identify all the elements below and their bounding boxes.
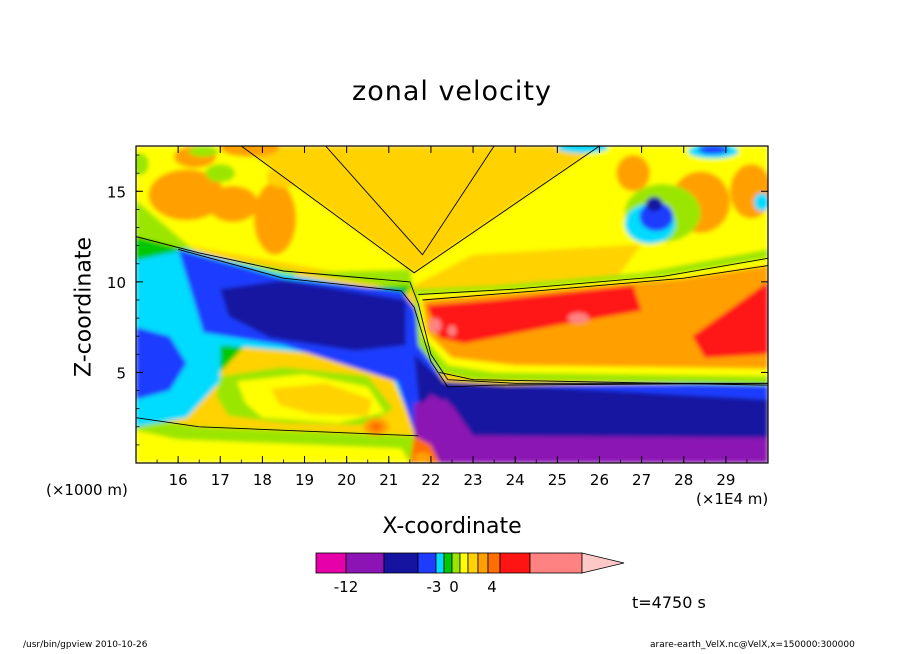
contour-lines (136, 146, 768, 437)
contour-line (136, 417, 419, 437)
field-region (692, 281, 768, 358)
colorbar-swatch (417, 552, 437, 574)
field-region (270, 383, 372, 416)
colorbar-swatch (459, 552, 469, 574)
colorbar-tick-label: 4 (487, 578, 497, 596)
colorbar-arrow (581, 552, 625, 574)
field-layers (136, 146, 768, 463)
colorbar-tick-label: -3 (427, 578, 442, 596)
field-region (136, 327, 187, 400)
colorbar-swatch (435, 552, 445, 574)
contour-line (241, 146, 600, 274)
field-blob (188, 146, 219, 157)
field-blob (414, 452, 431, 463)
colorbar-tick-label: -12 (334, 578, 359, 596)
field-blob (220, 146, 280, 157)
x-axis-label: X-coordinate (0, 514, 904, 539)
x-tick-label: 16 (169, 471, 188, 489)
colorbar-swatch (315, 552, 347, 574)
colorbar-swatch (451, 552, 461, 574)
field-blob (639, 202, 674, 232)
field-blob (207, 185, 259, 223)
field-darkblue-lower (414, 354, 768, 454)
colorbar-swatch (443, 552, 453, 574)
x-tick-label: 21 (379, 471, 398, 489)
field-region (325, 146, 495, 255)
x-tick-label: 18 (253, 471, 272, 489)
contour-line (177, 248, 768, 388)
field-blob (754, 193, 768, 212)
contour-line (418, 257, 768, 295)
colorbar-swatch (487, 552, 501, 574)
field-blob (645, 196, 663, 212)
x-tick-label: 25 (548, 471, 567, 489)
footer-data-source: arare-earth_VelX.nc@VelX,x=150000:300000 (650, 640, 855, 650)
colorbar-swatch (499, 552, 531, 574)
field-blob (136, 153, 149, 175)
y-axis-ticks: 5 10 15 (107, 154, 768, 446)
contour-line (422, 265, 768, 301)
x-axis-unit-note: (×1E4 m) (696, 490, 769, 508)
time-annotation: t=4750 s (632, 593, 706, 612)
velocity-field (136, 146, 768, 463)
x-tick-label: 27 (632, 471, 651, 489)
field-red-core (426, 285, 642, 344)
colorbar-swatch (529, 552, 583, 574)
x-axis-ticks: 16 17 18 19 20 21 22 23 24 25 26 27 28 29 (135, 146, 769, 489)
field-blob (369, 422, 383, 432)
field-blob (567, 312, 589, 324)
colorbar-swatch (477, 552, 489, 574)
x-tick-label: 19 (295, 471, 314, 489)
x-axis-label-text: X-coordinate (382, 514, 522, 539)
y-tick-label: 5 (116, 364, 126, 382)
field-purple-floor (414, 394, 768, 463)
colorbar-swatch (345, 552, 385, 574)
chart-title: zonal velocity (352, 76, 552, 107)
x-tick-label: 22 (421, 471, 440, 489)
field-blob (447, 325, 457, 337)
field-blob (428, 318, 442, 333)
colorbar: -12 -3 0 4 (315, 552, 625, 596)
field-blob (616, 155, 651, 192)
x-tick-label: 24 (506, 471, 525, 489)
field-blob (557, 146, 608, 154)
field-darkblue-core (220, 280, 406, 351)
field-region (136, 430, 410, 463)
colorbar-swatch (383, 552, 419, 574)
y-tick-label: 10 (107, 274, 126, 292)
x-tick-label: 23 (464, 471, 483, 489)
x-tick-label: 29 (716, 471, 735, 489)
x-tick-label: 17 (211, 471, 230, 489)
footer-program-info: /usr/bin/gpview 2010-10-26 (23, 640, 148, 650)
y-tick-label: 15 (107, 183, 126, 201)
field-blob (253, 182, 297, 255)
colorbar-swatch (467, 552, 479, 574)
field-blob (148, 169, 225, 221)
field-blob (698, 146, 728, 155)
x-tick-label: 28 (674, 471, 693, 489)
colorbar-tick-label: 0 (449, 578, 459, 596)
contour-line (439, 371, 768, 386)
x-tick-label: 20 (337, 471, 356, 489)
contour-line (325, 146, 495, 256)
y-axis-unit-note: (×1000 m) (46, 481, 128, 499)
x-tick-label: 26 (590, 471, 609, 489)
contour-line (136, 236, 768, 384)
field-blob (205, 164, 236, 183)
